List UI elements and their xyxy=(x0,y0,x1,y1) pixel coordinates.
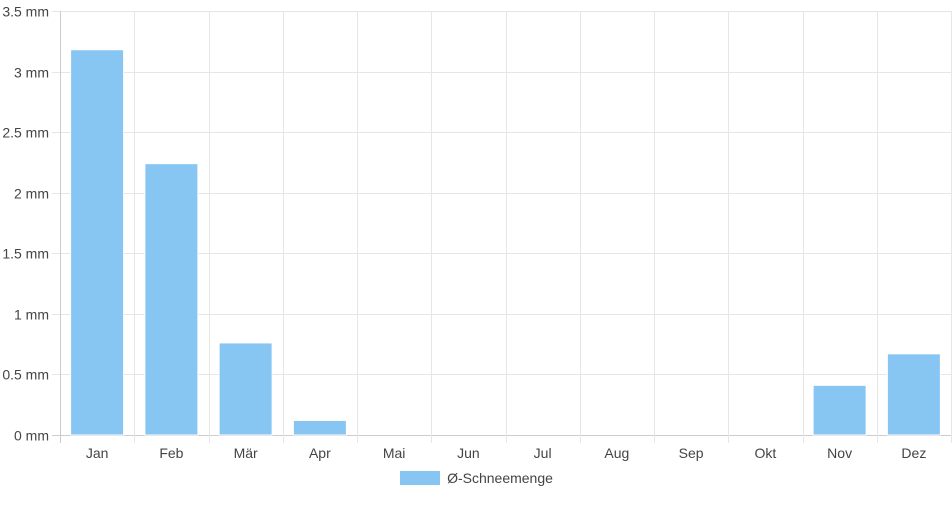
x-tick-label: Apr xyxy=(309,445,331,461)
x-tick-label: Jun xyxy=(457,445,480,461)
y-tick-label: 0.5 mm xyxy=(2,367,49,383)
x-tick-label: Jan xyxy=(86,445,109,461)
bar-jan xyxy=(70,49,125,436)
x-tick-label: Sep xyxy=(679,445,704,461)
x-tick-label: Mär xyxy=(234,445,258,461)
bar-nov xyxy=(812,384,867,436)
bar-dez xyxy=(886,353,941,436)
x-tick-label: Feb xyxy=(159,445,183,461)
y-tick-label: 2.5 mm xyxy=(2,125,49,141)
legend-label: Ø-Schneemenge xyxy=(447,470,553,486)
x-tick-label: Okt xyxy=(754,445,776,461)
y-tick-label: 1 mm xyxy=(14,307,49,323)
y-tick-label: 2 mm xyxy=(14,186,49,202)
y-tick-label: 3.5 mm xyxy=(2,4,49,20)
grid-layer xyxy=(52,11,952,443)
x-tick-label: Dez xyxy=(901,445,926,461)
y-tick-label: 1.5 mm xyxy=(2,246,49,262)
axis-layer: 0 mm 0.5 mm 1 mm 1.5 mm 2 mm 2.5 mm 3 mm 3.5 mm… xyxy=(2,4,926,462)
bar-feb xyxy=(144,163,199,436)
legend: Ø-Schneemenge xyxy=(0,470,952,486)
x-tick-label: Nov xyxy=(827,445,852,461)
x-tick-label: Mai xyxy=(383,445,406,461)
x-tick-label: Aug xyxy=(604,445,629,461)
bar-layer xyxy=(70,49,941,436)
bar-mär xyxy=(218,342,273,436)
y-tick-label: 3 mm xyxy=(14,65,49,81)
legend-swatch xyxy=(399,470,442,486)
x-tick-label: Jul xyxy=(534,445,552,461)
y-tick-label: 0 mm xyxy=(14,428,49,444)
bar-apr xyxy=(292,419,347,436)
